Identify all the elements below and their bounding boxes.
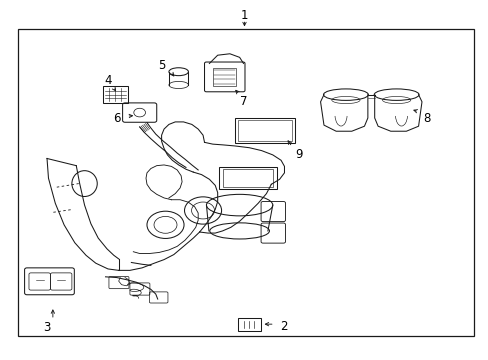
Text: 1: 1: [240, 9, 248, 22]
Text: 7: 7: [239, 95, 247, 108]
Text: 4: 4: [104, 74, 111, 87]
Text: 6: 6: [113, 112, 120, 125]
Bar: [238, 120, 291, 141]
Bar: [219, 167, 276, 189]
Bar: [234, 118, 295, 143]
Text: 8: 8: [423, 112, 430, 125]
Bar: [223, 169, 272, 187]
Text: 5: 5: [158, 59, 165, 72]
Text: 2: 2: [279, 320, 286, 333]
Text: 3: 3: [43, 321, 51, 334]
Bar: [212, 68, 236, 86]
Text: 9: 9: [295, 148, 302, 161]
Bar: [18, 30, 473, 336]
